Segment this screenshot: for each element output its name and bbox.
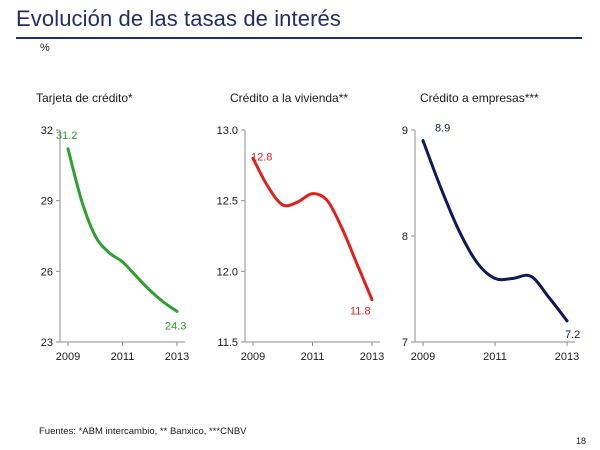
x-tick-label: 2011 bbox=[111, 351, 135, 363]
start-value-label: 31.2 bbox=[56, 130, 77, 142]
data-point bbox=[547, 296, 551, 299]
x-tick-label: 2013 bbox=[165, 351, 189, 363]
data-point bbox=[457, 229, 461, 233]
x-tick-label: 2009 bbox=[241, 351, 265, 363]
page-number: 18 bbox=[575, 436, 586, 446]
title-divider bbox=[16, 37, 582, 39]
data-point bbox=[439, 186, 443, 190]
data-point bbox=[266, 185, 270, 188]
data-point bbox=[107, 251, 111, 254]
chart-title-business: Crédito a empresas*** bbox=[420, 91, 539, 105]
data-point bbox=[296, 200, 300, 204]
data-point bbox=[311, 192, 314, 195]
data-point bbox=[134, 274, 138, 278]
data-point bbox=[281, 203, 285, 207]
series-line bbox=[421, 139, 569, 323]
y-tick-label: 12.0 bbox=[217, 266, 238, 278]
data-point bbox=[148, 288, 152, 292]
data-point bbox=[66, 147, 70, 151]
x-tick-label: 2011 bbox=[301, 351, 325, 363]
data-point bbox=[493, 277, 497, 280]
data-point bbox=[370, 298, 374, 301]
series-line bbox=[66, 147, 179, 313]
x-tick-label: 2009 bbox=[411, 351, 435, 363]
x-tick-label: 2013 bbox=[360, 351, 384, 363]
x-tick-label: 2009 bbox=[56, 351, 80, 363]
data-point bbox=[511, 277, 515, 280]
start-value-label: 8.9 bbox=[435, 123, 450, 135]
data-point bbox=[175, 309, 179, 313]
y-tick-label: 12.5 bbox=[217, 196, 238, 208]
data-point bbox=[121, 260, 124, 264]
unit-label: % bbox=[40, 42, 50, 54]
end-value-label: 7.2 bbox=[565, 329, 580, 341]
chart-title-housing: Crédito a la vivienda** bbox=[230, 91, 349, 105]
end-value-label: 24.3 bbox=[165, 320, 186, 332]
footer-sources: Fuentes: *ABM intercambio, ** Banxico, *… bbox=[39, 426, 247, 437]
chart-title-credit-card: Tarjeta de crédito* bbox=[36, 91, 133, 105]
data-point bbox=[529, 274, 533, 278]
y-tick-label: 32 bbox=[41, 125, 53, 137]
slide-title: Evolución de las tasas de interés bbox=[16, 6, 341, 31]
data-point bbox=[251, 156, 255, 160]
x-tick-label: 2013 bbox=[555, 351, 579, 363]
data-point bbox=[475, 261, 479, 264]
y-tick-label: 8 bbox=[402, 231, 408, 243]
y-tick-label: 11.5 bbox=[217, 337, 238, 349]
end-value-label: 11.8 bbox=[350, 306, 371, 318]
data-point bbox=[80, 199, 84, 203]
data-point bbox=[325, 199, 329, 203]
data-point bbox=[93, 234, 97, 238]
data-point bbox=[340, 227, 344, 231]
y-tick-label: 13.0 bbox=[217, 125, 238, 137]
data-point bbox=[161, 300, 165, 304]
y-tick-label: 29 bbox=[41, 196, 53, 208]
y-tick-label: 7 bbox=[402, 337, 408, 349]
start-value-label: 12.8 bbox=[251, 151, 272, 163]
y-tick-label: 9 bbox=[402, 125, 408, 137]
x-tick-label: 2011 bbox=[483, 351, 507, 363]
data-point bbox=[355, 262, 359, 266]
y-tick-label: 26 bbox=[41, 266, 53, 278]
y-tick-label: 23 bbox=[41, 337, 53, 349]
data-point bbox=[421, 139, 425, 142]
data-point bbox=[565, 319, 569, 323]
series-line bbox=[251, 156, 374, 302]
